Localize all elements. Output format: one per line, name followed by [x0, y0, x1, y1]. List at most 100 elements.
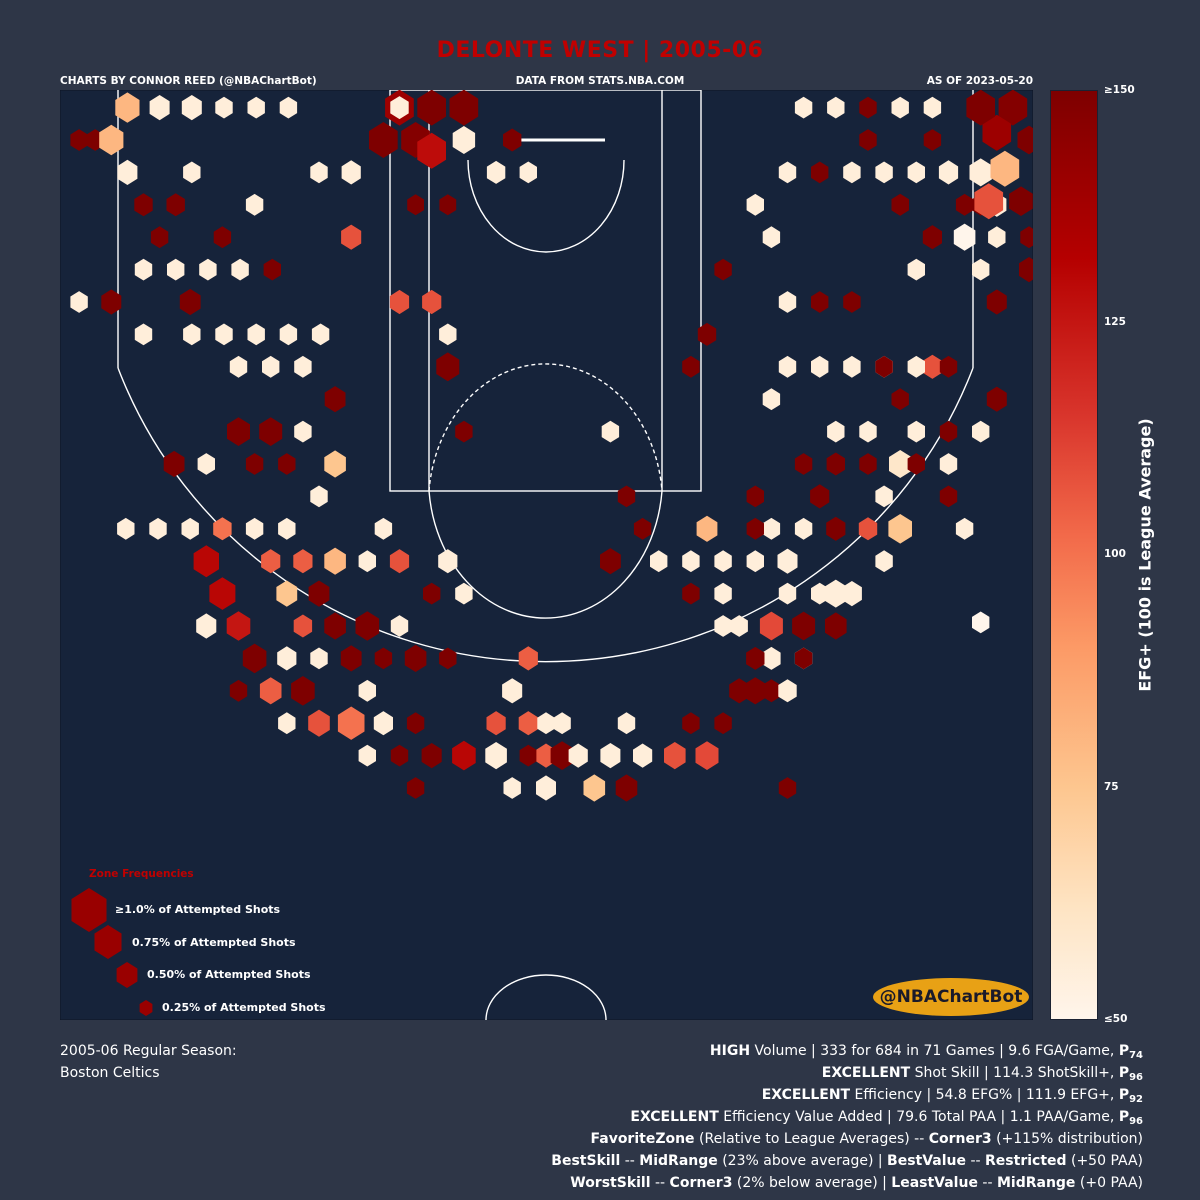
shot-hex-123 — [746, 646, 765, 670]
shot-hex-152 — [827, 420, 845, 443]
stat-value-added: EXCELLENT Efficiency Value Added | 79.6 … — [630, 1109, 1143, 1127]
shot-hex-65 — [276, 580, 298, 607]
legend-hex-4 — [139, 1000, 153, 1016]
shot-hex-188 — [697, 322, 717, 346]
shot-hex-159 — [986, 386, 1007, 412]
shot-hex-235 — [972, 611, 990, 634]
shot-hexbins — [70, 90, 1033, 802]
shot-hex-146 — [888, 514, 912, 544]
shot-hex-133 — [759, 611, 783, 641]
restricted-area — [467, 159, 625, 253]
shot-hex-118 — [729, 678, 750, 704]
shot-hex-129 — [824, 579, 847, 608]
shot-hex-60 — [358, 550, 376, 573]
colorbar-tick-125: 125 — [1104, 316, 1126, 328]
shot-hex-53 — [181, 517, 199, 540]
shot-hex-95 — [438, 549, 458, 574]
shot-hex-122 — [762, 646, 781, 670]
shot-hex-69 — [293, 614, 313, 638]
shot-hex-66 — [308, 580, 330, 607]
shot-hex-134 — [714, 550, 732, 573]
stats-summary: HIGH Volume | 333 for 684 in 71 Games | … — [551, 1040, 1143, 1194]
shot-hex-234 — [1019, 257, 1033, 283]
shot-hex-155 — [939, 420, 958, 443]
shot-hex-92 — [452, 740, 476, 771]
shot-hex-106 — [553, 712, 571, 735]
legend-label-2: 0.75% of Attempted Shots — [132, 936, 296, 949]
shot-hex-46 — [245, 453, 264, 475]
shot-hex-0 — [369, 122, 398, 158]
shot-hex-79 — [439, 647, 457, 670]
shot-hex-2 — [417, 132, 446, 169]
shot-hex-135 — [650, 550, 668, 573]
legend-hex-1 — [71, 888, 107, 932]
shot-hex-193 — [794, 647, 813, 670]
legend-hex-2 — [94, 925, 122, 959]
chart-title: DELONTE WEST | 2005-06 — [436, 38, 764, 63]
shot-hex-256 — [167, 258, 185, 281]
shot-hex-207 — [875, 355, 893, 378]
shot-hex-130 — [841, 581, 862, 607]
shot-hex-257 — [134, 258, 153, 281]
shot-hex-216 — [891, 96, 909, 119]
shot-hex-109 — [583, 774, 606, 802]
shot-hex-144 — [826, 516, 846, 541]
shot-hex-142 — [762, 517, 781, 540]
shot-hex-22 — [341, 224, 362, 250]
shot-hex-64 — [209, 577, 236, 610]
shot-hex-201 — [778, 355, 797, 378]
shot-hex-215 — [827, 96, 845, 119]
shot-hex-253 — [183, 161, 201, 184]
shot-hex-161 — [843, 291, 861, 313]
shot-hex-74 — [277, 646, 297, 671]
shot-hex-182 — [778, 161, 797, 184]
shot-hex-121 — [778, 679, 797, 703]
court-chart — [60, 90, 1033, 1020]
shot-hex-164 — [922, 225, 942, 250]
shot-hex-37 — [229, 355, 248, 378]
shot-hex-78 — [404, 644, 427, 672]
shot-hex-113 — [633, 743, 653, 768]
shot-hex-62 — [423, 582, 441, 605]
shot-hex-226 — [998, 90, 1028, 126]
colorbar-tick-100: 100 — [1104, 548, 1126, 560]
shot-hex-260 — [263, 258, 281, 281]
shot-hex-171 — [907, 161, 925, 184]
shot-hex-35 — [213, 226, 232, 249]
shot-hex-264 — [247, 323, 265, 346]
shot-hex-83 — [358, 679, 376, 702]
shot-hex-51 — [245, 517, 264, 540]
shot-hex-96 — [502, 678, 523, 704]
shot-hex-61 — [389, 549, 410, 574]
colorbar-tick-75: 75 — [1104, 781, 1119, 793]
free-throw-circle-bottom — [428, 490, 663, 619]
shot-hex-86 — [337, 706, 365, 740]
shot-hex-47 — [278, 453, 296, 475]
colorbar-label: EFG+ (100 is League Average) — [1135, 418, 1155, 692]
shot-hex-33 — [310, 161, 328, 184]
shot-hex-68 — [196, 613, 217, 639]
shot-hex-67 — [226, 611, 251, 641]
watermark-badge: @NBAChartBot — [873, 978, 1029, 1016]
shot-hex-196 — [907, 453, 925, 475]
shot-hex-27 — [455, 420, 473, 443]
colorbar-tick-max: ≥150 — [1104, 84, 1135, 96]
shot-hex-232 — [1020, 226, 1033, 249]
shot-hex-185 — [600, 548, 621, 575]
shot-hex-99 — [518, 646, 538, 671]
shot-hex-197 — [859, 453, 877, 475]
shot-hex-205 — [907, 355, 925, 378]
credit-author: CHARTS BY CONNOR REED (@NBAChartBot) — [60, 75, 317, 87]
shot-hex-42 — [259, 417, 283, 446]
shot-hex-210 — [953, 223, 976, 251]
shot-hex-71 — [355, 611, 380, 641]
shot-hex-126 — [825, 612, 847, 640]
shot-hex-55 — [117, 517, 135, 540]
shot-hex-89 — [358, 744, 376, 767]
shot-hex-252 — [134, 193, 153, 217]
stat-efficiency: EXCELLENT Efficiency | 54.8 EFG% | 111.9… — [761, 1087, 1143, 1105]
shot-hex-111 — [617, 712, 636, 735]
stat-best: BestSkill -- MidRange (23% above average… — [551, 1153, 1143, 1169]
shot-hex-266 — [311, 323, 330, 346]
shot-hex-166 — [955, 193, 974, 216]
